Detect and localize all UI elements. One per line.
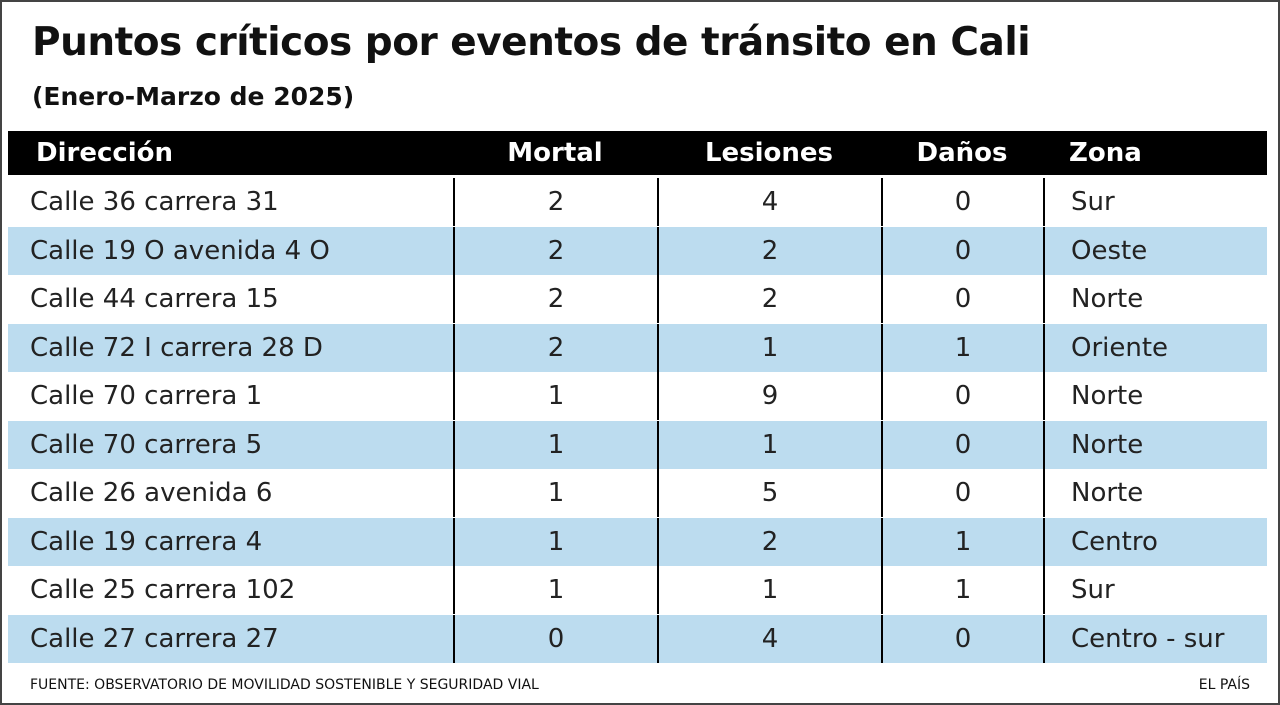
- table-cell: 2: [657, 226, 881, 275]
- table-cell: Oriente: [1043, 323, 1267, 372]
- table-cell: 1: [881, 566, 1043, 614]
- table-cell: 1: [453, 517, 657, 566]
- table-cell: 1: [657, 566, 881, 614]
- table-cell: 1: [453, 420, 657, 469]
- table-cell: 1: [657, 420, 881, 469]
- table-cell: 0: [881, 614, 1043, 663]
- table-cell: 2: [453, 178, 657, 226]
- table-cell: Sur: [1043, 178, 1267, 226]
- table-cell: 2: [453, 275, 657, 323]
- table-cell: 0: [881, 469, 1043, 517]
- table-cell: 0: [453, 614, 657, 663]
- table-cell: 0: [881, 372, 1043, 420]
- table-row: Calle 70 carrera 5 1 1 0 Norte: [8, 420, 1267, 469]
- table-cell: Calle 70 carrera 1: [30, 381, 263, 411]
- table-cell: Oeste: [1043, 226, 1267, 275]
- table-cell: Calle 19 carrera 4: [30, 526, 263, 557]
- table-row: Calle 27 carrera 27 0 4 0 Centro - sur: [8, 614, 1267, 663]
- brand: EL PAÍS: [1198, 677, 1250, 693]
- table-cell: 1: [881, 517, 1043, 566]
- table-cell: Calle 25 carrera 102: [30, 575, 296, 605]
- table-cell: 0: [881, 178, 1043, 226]
- header-cell: Daños: [916, 138, 1008, 168]
- table-cell: Calle 19 O avenida 4 O: [30, 235, 330, 266]
- table-cell: 2: [657, 517, 881, 566]
- table-cell: 0: [881, 226, 1043, 275]
- title: Puntos críticos por eventos de tránsito …: [32, 20, 1031, 65]
- header-cell: Lesiones: [704, 138, 834, 168]
- table-row: Calle 36 carrera 31 2 4 0 Sur: [8, 178, 1267, 226]
- table-row: Calle 44 carrera 15 2 2 0 Norte: [8, 275, 1267, 323]
- table-cell: Calle 36 carrera 31: [30, 187, 279, 217]
- table-cell: Norte: [1043, 372, 1267, 420]
- subtitle: (Enero-Marzo de 2025): [32, 82, 355, 111]
- table-cell: 4: [657, 178, 881, 226]
- table-row: Calle 26 avenida 6 1 5 0 Norte: [8, 469, 1267, 517]
- table-header: Dirección Mortal Lesiones Daños Zona: [8, 131, 1267, 175]
- table-row: Calle 19 carrera 4 1 2 1 Centro: [8, 517, 1267, 566]
- table-cell: Calle 72 I carrera 28 D: [30, 332, 323, 363]
- table-cell: Centro - sur: [1043, 614, 1267, 663]
- table-cell: 1: [881, 323, 1043, 372]
- table-cell: Centro: [1043, 517, 1267, 566]
- table-row: Calle 72 I carrera 28 D 2 1 1 Oriente: [8, 323, 1267, 372]
- table-cell: Calle 70 carrera 5: [30, 429, 263, 460]
- table-cell: 1: [453, 469, 657, 517]
- table-row: Calle 70 carrera 1 1 9 0 Norte: [8, 372, 1267, 420]
- table-cell: 2: [453, 226, 657, 275]
- table-cell: Sur: [1043, 566, 1267, 614]
- table-cell: Calle 27 carrera 27: [30, 623, 279, 654]
- table-cell: 0: [881, 420, 1043, 469]
- header-cell: Zona: [1069, 138, 1142, 168]
- table-cell: 2: [453, 323, 657, 372]
- table-row: Calle 25 carrera 102 1 1 1 Sur: [8, 566, 1267, 614]
- table-cell: Norte: [1043, 275, 1267, 323]
- source: FUENTE: OBSERVATORIO DE MOVILIDAD SOSTEN…: [30, 677, 539, 693]
- table-cell: Calle 44 carrera 15: [30, 284, 279, 314]
- table-cell: 5: [657, 469, 881, 517]
- table-cell: Norte: [1043, 469, 1267, 517]
- header-cell: Mortal: [507, 138, 603, 168]
- table-cell: 2: [657, 275, 881, 323]
- header-cell: Dirección: [36, 138, 174, 168]
- table-cell: 1: [453, 372, 657, 420]
- table-row: Calle 19 O avenida 4 O 2 2 0 Oeste: [8, 226, 1267, 275]
- table-cell: 0: [881, 275, 1043, 323]
- table-cell: Calle 26 avenida 6: [30, 478, 273, 508]
- table-cell: 9: [657, 372, 881, 420]
- table-cell: 4: [657, 614, 881, 663]
- table-cell: 1: [453, 566, 657, 614]
- table-cell: Norte: [1043, 420, 1267, 469]
- table-cell: 1: [657, 323, 881, 372]
